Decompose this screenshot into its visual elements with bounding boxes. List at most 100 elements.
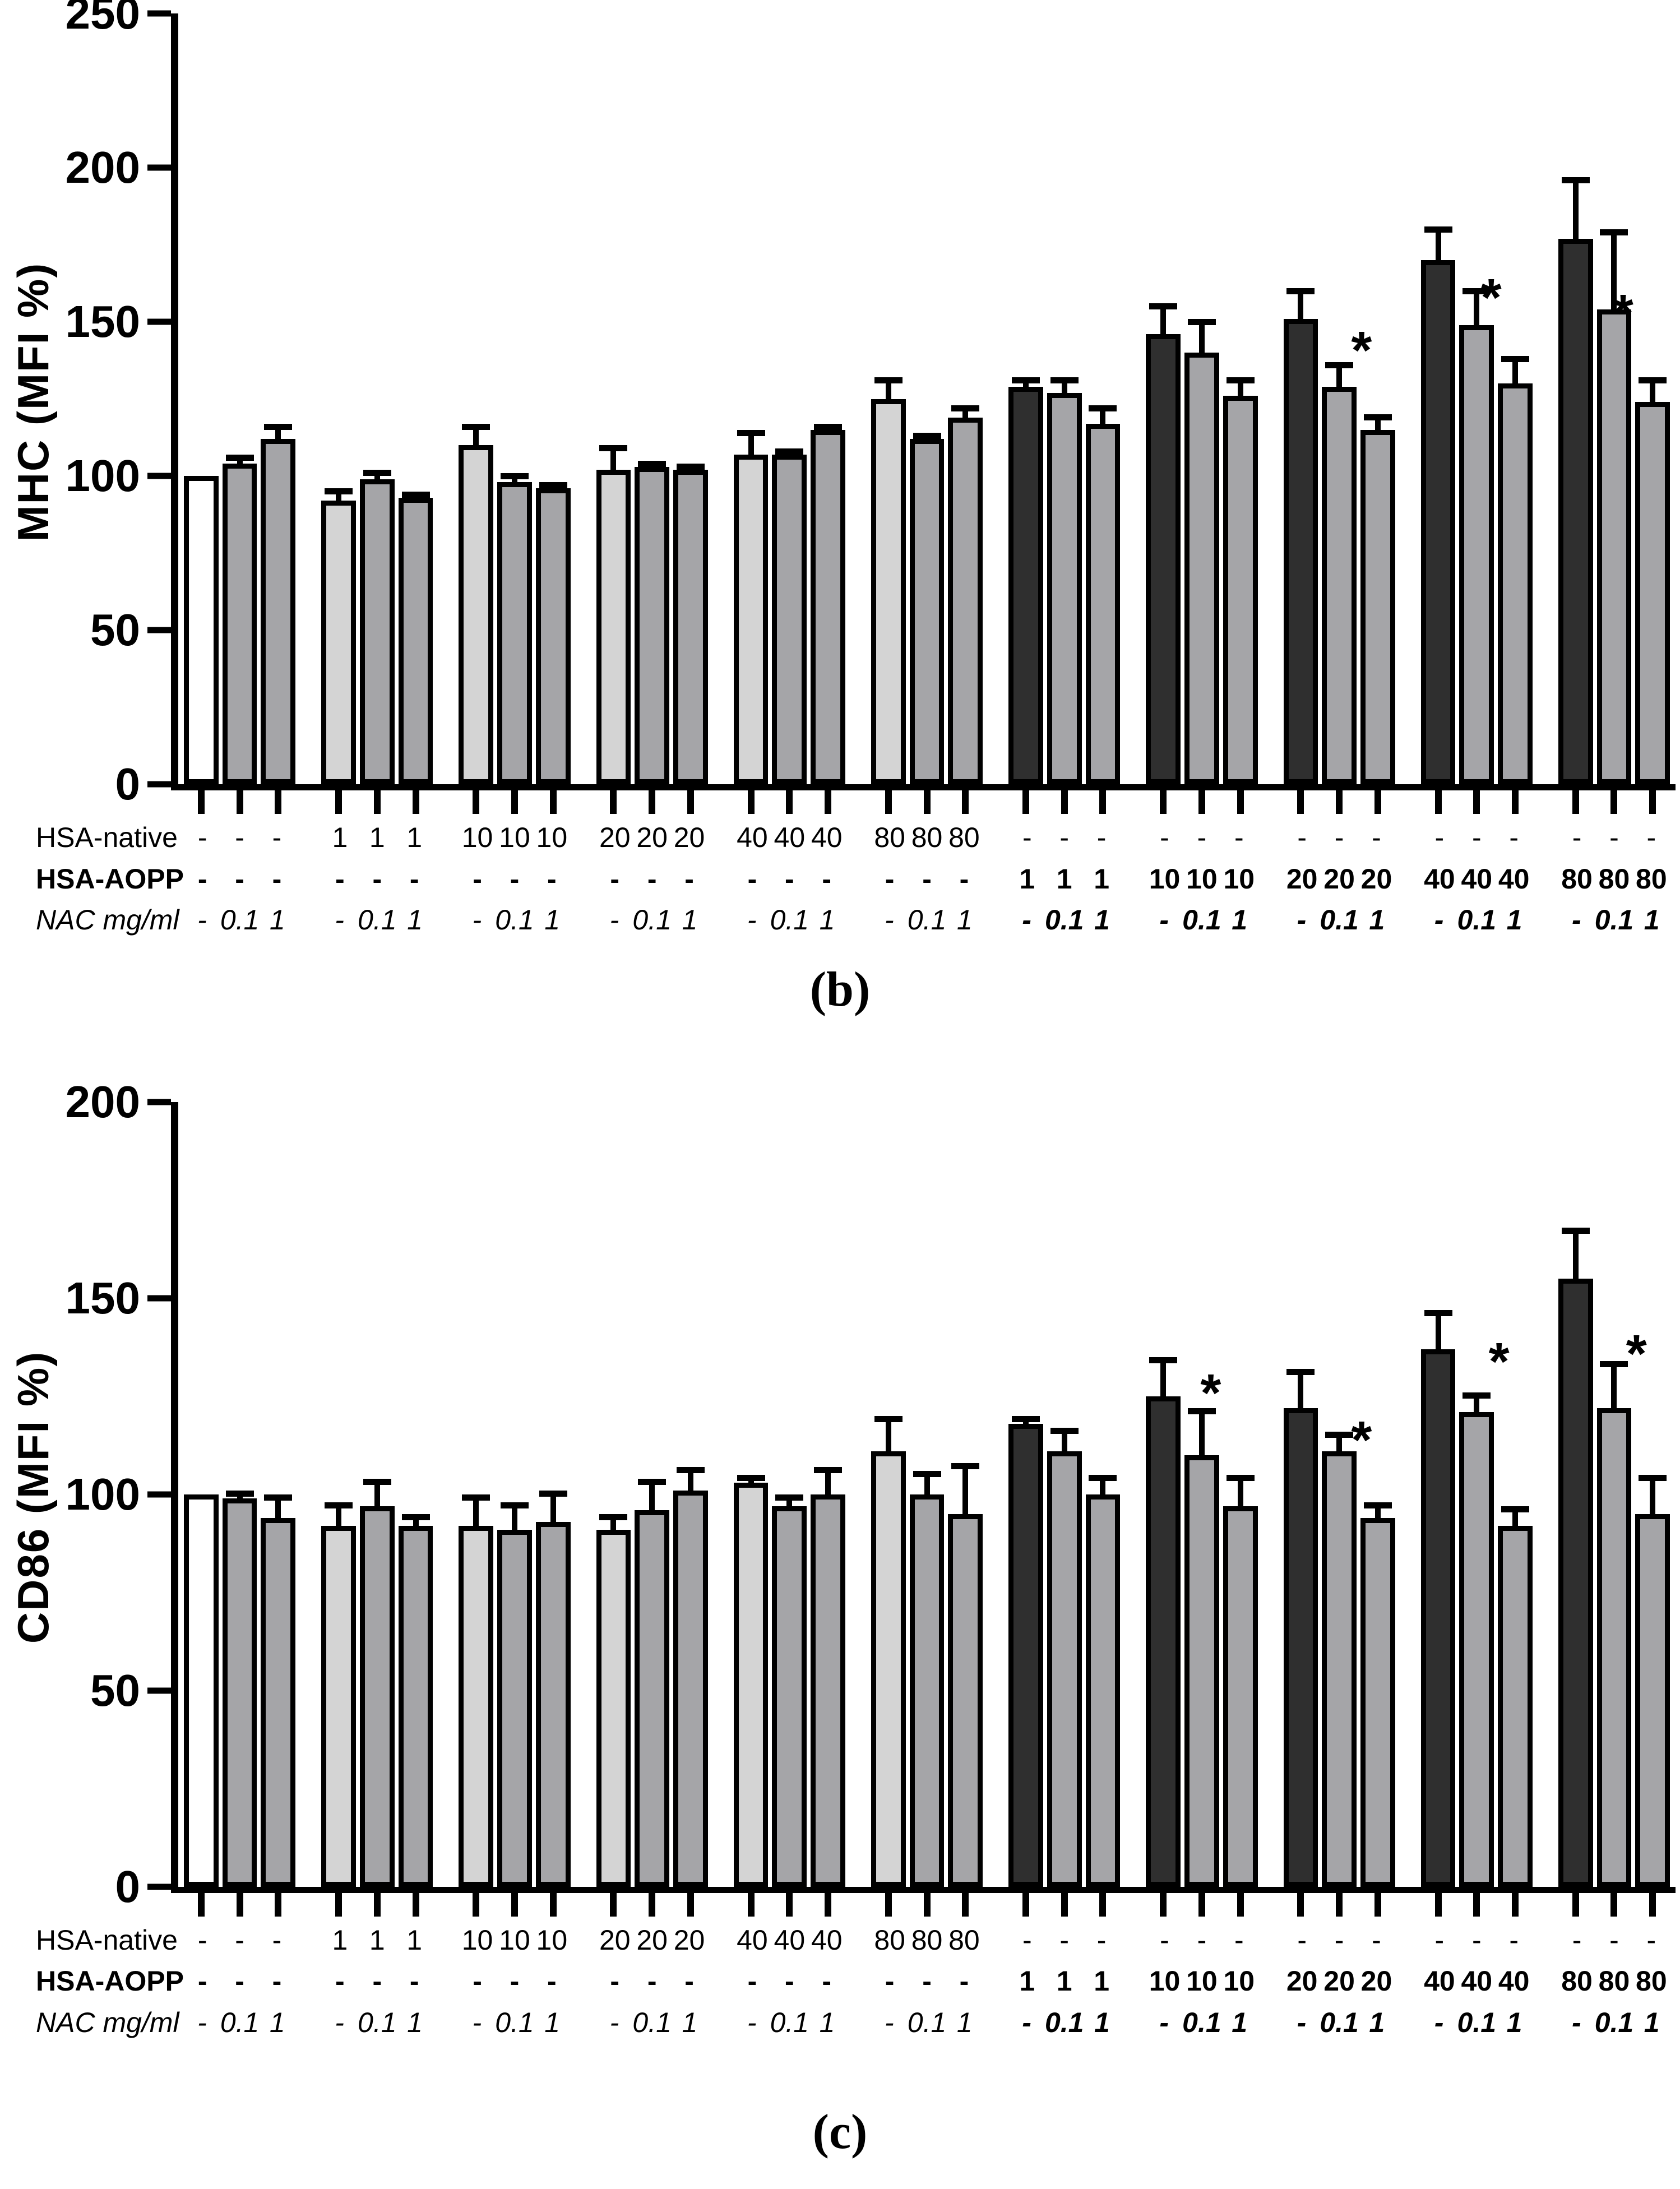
label-group: -0.1 1 <box>1008 2007 1120 2039</box>
bar-label: 20 <box>636 822 668 853</box>
panel-b: MHC (MFI %) * * * 0 50 100 150 200 250 HSA-nati… <box>0 0 1680 1018</box>
bar-slot <box>1184 1102 1219 1887</box>
error-bar <box>1572 1227 1579 1279</box>
bar-slot <box>459 1102 494 1887</box>
label-group: --- <box>734 1965 845 1998</box>
significance-asterisk: * <box>1200 1363 1221 1423</box>
bar-label: - <box>822 863 832 895</box>
y-tick-label: 100 <box>65 451 140 501</box>
error-bar <box>275 423 281 439</box>
bar-slot <box>1322 13 1357 784</box>
bar-label: 1 <box>1232 2006 1247 2038</box>
error-bar <box>1100 1474 1106 1494</box>
bar <box>635 466 670 784</box>
bar-group <box>596 1102 708 1887</box>
label-group: 40 40 40 <box>734 1924 845 1957</box>
error-bar <box>1572 177 1579 239</box>
label-group: --- <box>321 863 433 896</box>
bar-label: 1 <box>956 2006 973 2038</box>
bar-slot <box>909 13 945 784</box>
label-group: -0.1 1 <box>596 904 708 937</box>
bar-label: 10 <box>536 1924 568 1956</box>
bar-label: 20 <box>1286 1965 1318 1997</box>
bar-label: 1 <box>269 904 285 936</box>
bar-group: * <box>1283 13 1395 784</box>
bar-group <box>1146 13 1258 784</box>
error-bar <box>237 454 243 464</box>
bar-slot <box>1085 1102 1121 1887</box>
bar-label: 10 <box>1149 863 1181 895</box>
error-bar <box>825 423 831 430</box>
significance-asterisk: * <box>1351 1410 1372 1470</box>
bar-label: - <box>1334 1924 1344 1956</box>
y-axis-gutter-b: MHC (MFI %) <box>0 13 171 790</box>
bar-label: - <box>747 2006 757 2038</box>
bar-label: - <box>1096 822 1107 853</box>
label-group: --- <box>596 1965 708 1998</box>
bar-label: - <box>1372 822 1381 853</box>
label-group: -0.1 1 <box>184 2007 295 2039</box>
bar-label: 0.1 <box>1320 2006 1359 2038</box>
significance-asterisk: * <box>1612 283 1633 343</box>
bar <box>1146 1396 1181 1887</box>
label-group: 10 10 10 <box>459 822 570 854</box>
bar-label: - <box>197 904 207 936</box>
bar-slot <box>1498 13 1533 784</box>
bar <box>1420 1349 1456 1887</box>
significance-asterisk: * <box>1626 1324 1647 1384</box>
bar <box>497 482 532 784</box>
error-bar <box>1237 377 1243 396</box>
bar-group: * <box>1420 13 1533 784</box>
label-row-nac-b: NAC mg/ml -0.1 1-0.1 1-0.1 1-0.1 1-0.1 1-0.1 1… <box>0 904 1680 937</box>
error-bar <box>237 1490 243 1498</box>
bar <box>1635 402 1670 784</box>
bar-label: - <box>959 863 969 895</box>
bar <box>1498 1525 1533 1887</box>
bar <box>909 1494 945 1887</box>
bar-group <box>184 1102 296 1887</box>
bar-label: - <box>1334 822 1344 853</box>
bar-slot <box>772 13 807 784</box>
bar-label: - <box>1609 822 1619 853</box>
bar-slot <box>948 13 983 784</box>
bar-label: 0.1 <box>1320 904 1359 936</box>
bar-slot <box>1283 1102 1318 1887</box>
label-group: --- <box>184 822 295 854</box>
bar-slot <box>535 13 571 784</box>
bar-slot <box>871 13 906 784</box>
bar-group <box>1008 13 1121 784</box>
y-axis-tick <box>147 781 171 788</box>
bar-label: 1 <box>1369 904 1385 936</box>
error-bar <box>962 405 969 418</box>
bar-label: 0.1 <box>495 904 534 936</box>
bar-label: - <box>235 822 244 853</box>
label-group: -0.1 1 <box>596 2007 708 2039</box>
bar-slot <box>184 1102 219 1887</box>
label-cells-nac-b: -0.1 1-0.1 1-0.1 1-0.1 1-0.1 1-0.1 1-0.1 1-0.1 1… <box>178 904 1676 937</box>
bar-group <box>321 13 433 784</box>
bar-label: 1 <box>1369 2006 1385 2038</box>
label-group: 40 40 40 <box>1421 1965 1533 1998</box>
bar-label: - <box>409 1965 419 1997</box>
bar <box>1459 325 1494 784</box>
label-group: --- <box>459 1965 570 1998</box>
label-group: --- <box>1284 822 1395 854</box>
bar-label: 20 <box>673 1924 705 1956</box>
bar-label: 10 <box>1186 1965 1218 1997</box>
y-axis-tick <box>147 473 171 479</box>
error-bar <box>1435 1309 1441 1349</box>
bar <box>321 1525 356 1887</box>
bar-label: 0.1 <box>770 904 809 936</box>
bar <box>1322 1451 1357 1887</box>
bar-label: 1 <box>682 2006 698 2038</box>
bar-label: - <box>1509 1924 1519 1956</box>
y-axis-title-b: MHC (MFI %) <box>8 262 58 542</box>
error-bar <box>550 482 556 488</box>
bar-label: 10 <box>1223 1965 1255 1997</box>
bar-label: - <box>1096 1924 1107 1956</box>
bar-label: 1 <box>1094 863 1109 895</box>
bar-label: - <box>1571 904 1581 936</box>
bar-label: 0.1 <box>1594 904 1634 936</box>
